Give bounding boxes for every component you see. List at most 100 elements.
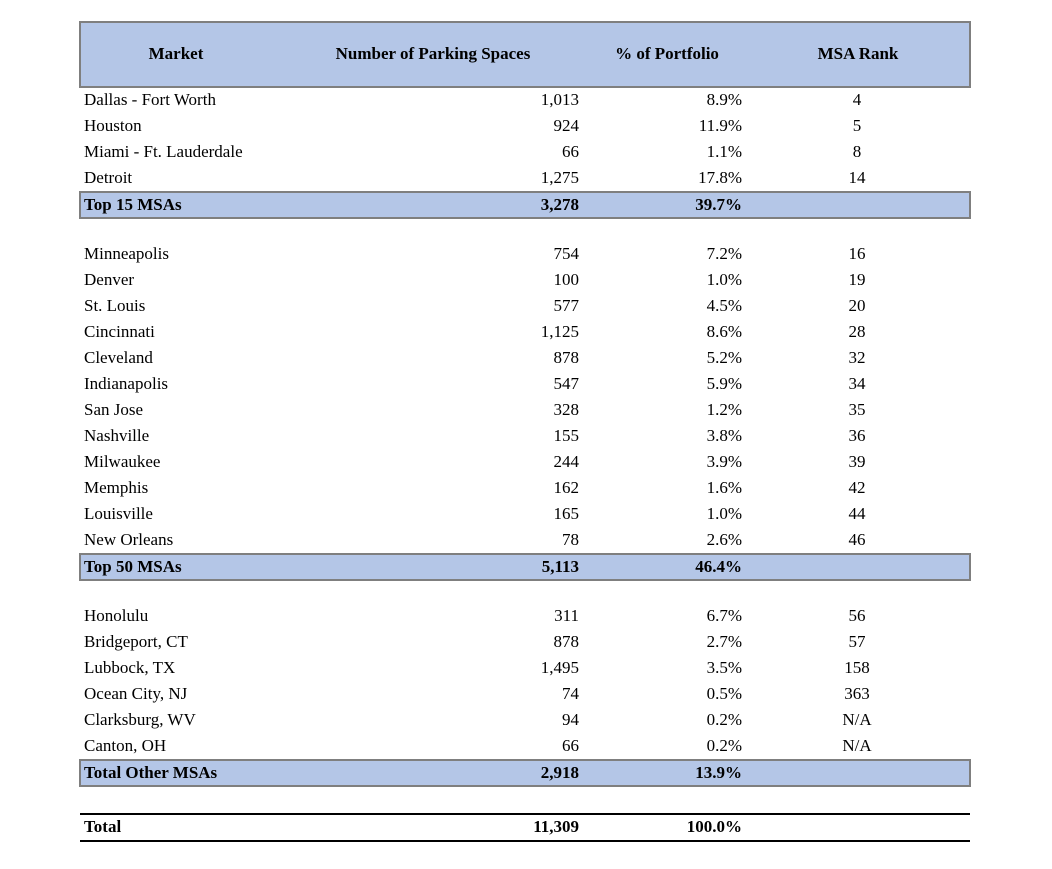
cell: 244 bbox=[554, 452, 580, 471]
header-cell: Number of Parking Spaces bbox=[336, 44, 531, 63]
cell: N/A bbox=[842, 710, 872, 729]
cell: Houston bbox=[84, 116, 142, 135]
cell: St. Louis bbox=[84, 296, 145, 315]
cell: 11.9% bbox=[699, 116, 742, 135]
cell: 14 bbox=[849, 168, 867, 187]
cell: 4.5% bbox=[707, 296, 742, 315]
cell: 66 bbox=[562, 736, 579, 755]
cell: 1,275 bbox=[541, 168, 579, 187]
cell: 7.2% bbox=[707, 244, 742, 263]
summary-cell: Total Other MSAs bbox=[84, 763, 218, 782]
cell: 100 bbox=[554, 270, 580, 289]
summary-cell: 2,918 bbox=[541, 763, 579, 782]
cell: Miami - Ft. Lauderdale bbox=[84, 142, 243, 161]
cell: Canton, OH bbox=[84, 736, 166, 755]
cell: 328 bbox=[554, 400, 580, 419]
cell: Ocean City, NJ bbox=[84, 684, 188, 703]
cell: 16 bbox=[849, 244, 866, 263]
summary-cell: 13.9% bbox=[695, 763, 742, 782]
cell: 35 bbox=[849, 400, 866, 419]
cell: 19 bbox=[849, 270, 866, 289]
cell: Milwaukee bbox=[84, 452, 160, 471]
summary-cell: 46.4% bbox=[695, 557, 742, 576]
cell: 2.7% bbox=[707, 632, 742, 651]
cell: 34 bbox=[849, 374, 867, 393]
summary-cell: 39.7% bbox=[695, 195, 742, 214]
cell: Denver bbox=[84, 270, 134, 289]
cell: 39 bbox=[849, 452, 866, 471]
cell: 547 bbox=[554, 374, 580, 393]
cell: Indianapolis bbox=[84, 374, 168, 393]
cell: 20 bbox=[849, 296, 866, 315]
cell: 158 bbox=[844, 658, 870, 677]
cell: 155 bbox=[554, 426, 580, 445]
cell: 0.2% bbox=[707, 736, 742, 755]
cell: 32 bbox=[849, 348, 866, 367]
cell: 5 bbox=[853, 116, 862, 135]
cell: 94 bbox=[562, 710, 580, 729]
cell: 1,125 bbox=[541, 322, 579, 341]
cell: 1,495 bbox=[541, 658, 579, 677]
cell: 924 bbox=[554, 116, 580, 135]
cell: Nashville bbox=[84, 426, 149, 445]
cell: 8.6% bbox=[707, 322, 742, 341]
cell: 3.5% bbox=[707, 658, 742, 677]
cell: 3.9% bbox=[707, 452, 742, 471]
cell: Clarksburg, WV bbox=[84, 710, 196, 729]
cell: 0.2% bbox=[707, 710, 742, 729]
cell: 1.0% bbox=[707, 270, 742, 289]
cell: New Orleans bbox=[84, 530, 173, 549]
subtotal-band bbox=[79, 553, 971, 581]
subtotal-band bbox=[79, 759, 971, 787]
summary-cell: Total bbox=[84, 817, 121, 836]
summary-cell: 5,113 bbox=[542, 557, 579, 576]
cell: 3.8% bbox=[707, 426, 742, 445]
cell: Lubbock, TX bbox=[84, 658, 175, 677]
cell: San Jose bbox=[84, 400, 143, 419]
cell: 66 bbox=[562, 142, 579, 161]
summary-cell: 100.0% bbox=[687, 817, 742, 836]
cell: 162 bbox=[554, 478, 580, 497]
cell: Minneapolis bbox=[84, 244, 169, 263]
cell: 42 bbox=[849, 478, 866, 497]
summary-cell: Top 15 MSAs bbox=[84, 195, 182, 214]
header-band bbox=[79, 21, 971, 88]
cell: Louisville bbox=[84, 504, 153, 523]
cell: 8.9% bbox=[707, 90, 742, 109]
summary-cell: 3,278 bbox=[541, 195, 579, 214]
cell: 44 bbox=[849, 504, 867, 523]
cell: 74 bbox=[562, 684, 580, 703]
cell: 165 bbox=[554, 504, 580, 523]
cell: 754 bbox=[554, 244, 580, 263]
cell: 28 bbox=[849, 322, 866, 341]
cell: 577 bbox=[554, 296, 580, 315]
cell: 1.2% bbox=[707, 400, 742, 419]
cell: 1.1% bbox=[707, 142, 742, 161]
cell: Memphis bbox=[84, 478, 148, 497]
header-cell: MSA Rank bbox=[818, 44, 899, 63]
cell: Detroit bbox=[84, 168, 132, 187]
cell: 1.0% bbox=[707, 504, 742, 523]
cell: Dallas - Fort Worth bbox=[84, 90, 216, 109]
cell: 46 bbox=[849, 530, 866, 549]
cell: 56 bbox=[849, 606, 866, 625]
header-cell: % of Portfolio bbox=[615, 44, 719, 63]
cell: 878 bbox=[554, 632, 580, 651]
cell: Bridgeport, CT bbox=[84, 632, 188, 651]
cell: 5.9% bbox=[707, 374, 742, 393]
summary-cell: 11,309 bbox=[533, 817, 579, 836]
cell: 878 bbox=[554, 348, 580, 367]
cell: N/A bbox=[842, 736, 872, 755]
cell: Cincinnati bbox=[84, 322, 155, 341]
cell: Cleveland bbox=[84, 348, 153, 367]
summary-cell: Top 50 MSAs bbox=[84, 557, 182, 576]
cell: 78 bbox=[562, 530, 579, 549]
cell: 0.5% bbox=[707, 684, 742, 703]
cell: 2.6% bbox=[707, 530, 742, 549]
cell: 5.2% bbox=[707, 348, 742, 367]
cell: 57 bbox=[849, 632, 867, 651]
cell: 8 bbox=[853, 142, 862, 161]
cell: 4 bbox=[853, 90, 862, 109]
cell: 17.8% bbox=[698, 168, 742, 187]
